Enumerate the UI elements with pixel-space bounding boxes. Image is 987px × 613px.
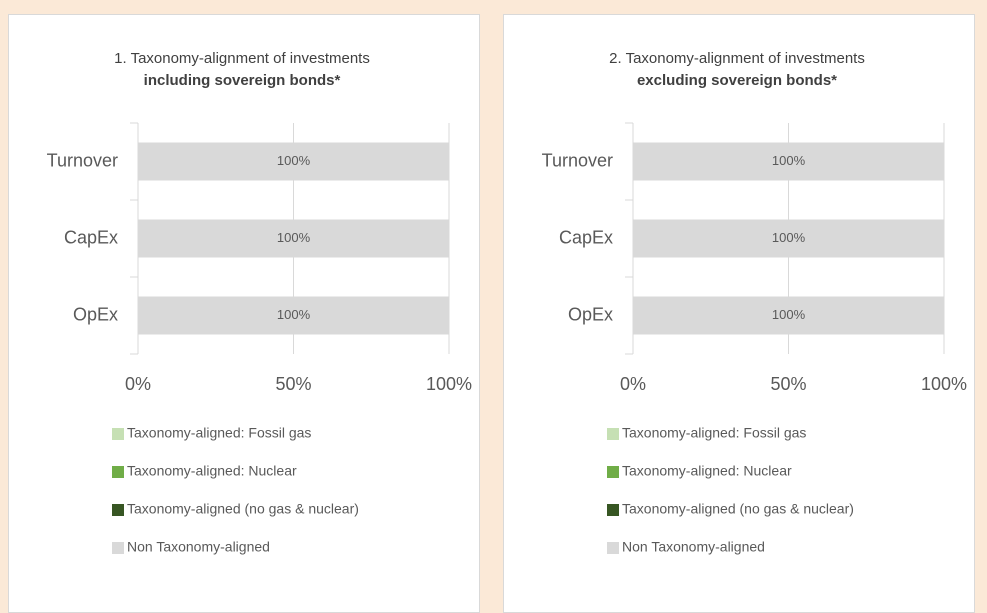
x-tick-label: 50% [770,374,806,394]
chart-subtitle: excluding sovereign bonds* [637,72,837,89]
legend-label: Taxonomy-aligned: Fossil gas [127,425,311,441]
legend-swatch [607,542,619,554]
legend-swatch [607,428,619,440]
legend-swatch [112,428,124,440]
legend-label: Non Taxonomy-aligned [127,539,270,555]
bar-segment [138,296,449,335]
data-label: 100% [277,307,311,322]
y-tick-label: OpEx [568,304,613,324]
y-tick-label: Turnover [47,150,118,170]
data-label: 100% [277,153,311,168]
bar-segment [633,142,944,181]
legend-label: Taxonomy-aligned (no gas & nuclear) [127,501,359,517]
legend-swatch [607,466,619,478]
y-tick-label: Turnover [542,150,613,170]
chart-title: 1. Taxonomy-alignment of investments [114,50,370,67]
x-tick-label: 50% [275,374,311,394]
legend-label: Non Taxonomy-aligned [622,539,765,555]
x-tick-label: 0% [125,374,151,394]
legend-label: Taxonomy-aligned (no gas & nuclear) [622,501,854,517]
x-tick-label: 100% [426,374,472,394]
data-label: 100% [772,230,806,245]
bar-segment [138,219,449,258]
legend-swatch [112,504,124,516]
data-label: 100% [772,153,806,168]
legend-label: Taxonomy-aligned: Fossil gas [622,425,806,441]
x-tick-label: 0% [620,374,646,394]
data-label: 100% [772,307,806,322]
y-tick-label: CapEx [559,227,613,247]
legend-label: Taxonomy-aligned: Nuclear [622,463,792,479]
y-tick-label: CapEx [64,227,118,247]
legend-swatch [112,542,124,554]
x-tick-label: 100% [921,374,967,394]
legend-swatch [607,504,619,516]
y-tick-label: OpEx [73,304,118,324]
data-label: 100% [277,230,311,245]
chart-title: 2. Taxonomy-alignment of investments [609,50,865,67]
legend-label: Taxonomy-aligned: Nuclear [127,463,297,479]
bar-segment [633,296,944,335]
legend-swatch [112,466,124,478]
chart-subtitle: including sovereign bonds* [144,72,341,89]
bar-segment [138,142,449,181]
bar-segment [633,219,944,258]
